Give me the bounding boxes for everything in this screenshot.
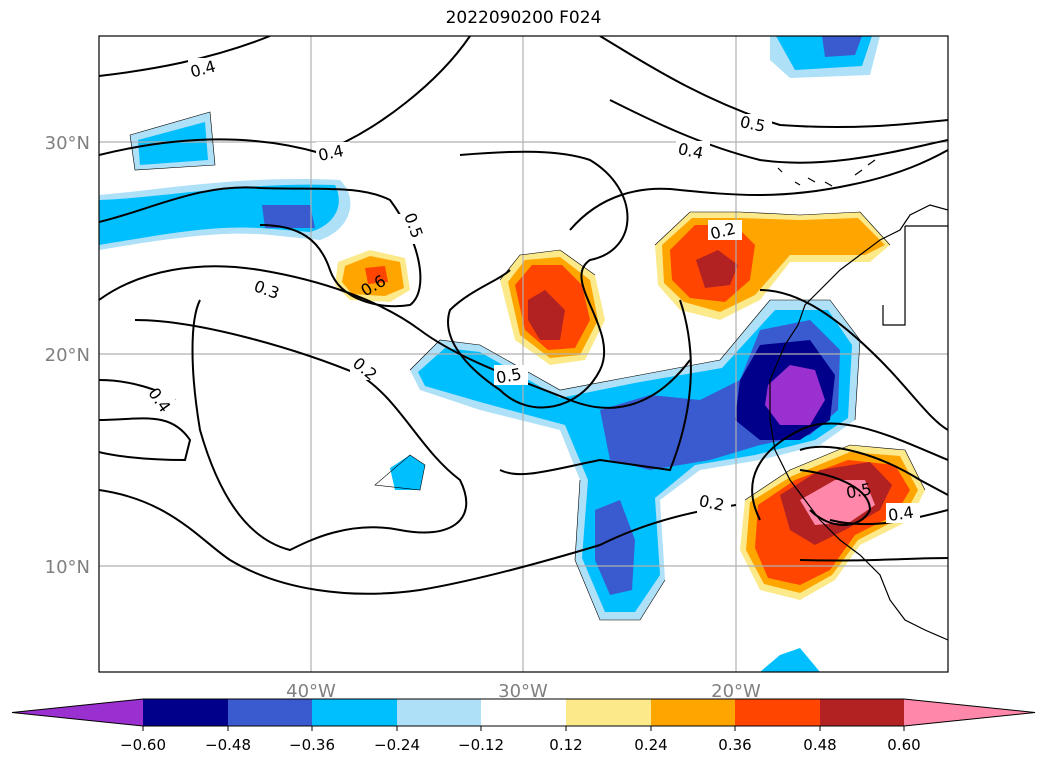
colorbar-segment [735,699,820,726]
colorbar-tick-label: −0.12 [458,736,504,754]
coastline-africa [769,159,948,641]
shade-cyan-small [390,455,425,490]
colorbar-segment [143,699,228,726]
shade-cyan [99,184,339,245]
lat-label-30n: 30°N [45,133,90,154]
shading-outlines [129,111,926,621]
longitude-labels: 40°W 30°W 20°W [286,681,761,702]
colorbar-tick-label: 0.36 [718,736,751,754]
colorbar-segment [228,699,312,726]
shade-crimson-c [696,250,738,288]
contour-label: 0.5 [495,364,523,387]
colorbar-segment [820,699,904,726]
map-title: 2022090200 F024 [445,8,602,28]
colorbar-extend-low [12,699,143,726]
contour-label: 0.5 [845,479,873,502]
lon-label-30w: 30°W [498,681,548,702]
latitude-labels: 30°N 20°N 10°N [45,133,90,578]
colorbar-tick-label: 0.24 [634,736,667,754]
shade-cyan-bottom [760,648,820,672]
map-frame [98,35,949,673]
colorbar: −0.60 −0.48 −0.36 −0.24 −0.12 0.12 0.24 0.36 0.4… [11,698,1036,754]
colorbar-tick-label: −0.36 [289,736,335,754]
colorbar-tick-label: 0.12 [549,736,582,754]
lat-label-20n: 20°N [45,345,90,366]
shade-red-a [365,266,388,284]
shade-blue-south [595,500,635,595]
colorbar-segment [312,699,397,726]
shade-crimson-b [528,290,565,340]
contour-lines [99,36,948,595]
colorbar-tick-label: −0.24 [374,736,420,754]
contour-label: 0.4 [676,139,705,163]
shade-purple [765,365,825,425]
lon-label-20w: 20°W [711,681,761,702]
shade-cyan-nw [138,122,208,165]
contour-label: 0.2 [697,491,726,515]
lon-label-40w: 40°W [286,681,336,702]
colorbar-tick-label: −0.48 [205,736,251,754]
shade-pink-d [800,480,875,525]
colorbar-segment [397,699,481,726]
shade-blue [262,205,315,228]
lat-label-10n: 10°N [45,557,90,578]
shade-blue-north [822,36,862,57]
contour-label: 0.5 [738,112,767,136]
colorbar-tick-label: 0.60 [887,736,920,754]
contour-label: 0.4 [887,503,915,525]
colorbar-tick-label: 0.48 [803,736,836,754]
colorbar-extend-high [904,699,1035,726]
colorbar-segment [651,699,735,726]
colorbar-tick-label: −0.60 [120,736,166,754]
colorbar-segment [566,699,651,726]
contour-label: 0.4 [316,141,345,165]
colorbar-segment [481,699,566,726]
